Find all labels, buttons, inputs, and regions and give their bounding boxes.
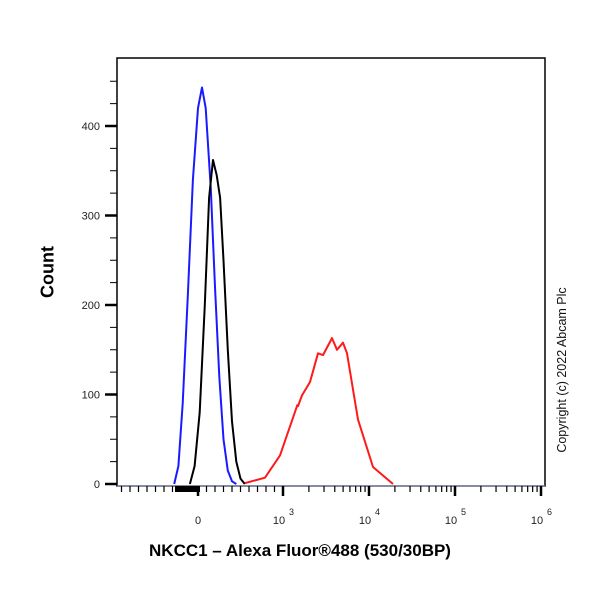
x-tick-exponent: 5 — [461, 507, 466, 517]
x-tick-label: 10 — [359, 515, 371, 527]
x-axis-label: NKCC1 – Alexa Fluor®488 (530/30BP) — [149, 541, 451, 560]
copyright-notice: Copyright (c) 2022 Abcam Plc — [555, 287, 569, 453]
y-axis-label: Count — [37, 246, 58, 298]
histogram-series-1 — [188, 159, 246, 485]
y-tick-label: 400 — [82, 121, 100, 133]
x-tick-label: 0 — [195, 515, 201, 527]
y-tick-label: 200 — [82, 300, 100, 312]
y-tick-label: 100 — [82, 390, 100, 402]
x-tick-label: 10 — [273, 515, 285, 527]
x-tick-label: 10 — [445, 515, 457, 527]
x-tick-label: 10 — [531, 515, 543, 527]
x-tick-exponent: 4 — [375, 507, 380, 517]
x-tick-exponent: 3 — [289, 507, 294, 517]
histogram-series-2 — [244, 337, 394, 485]
y-tick-label: 300 — [82, 211, 100, 223]
histogram-series-0 — [173, 86, 237, 485]
x-dense-ticks — [175, 486, 200, 492]
y-tick-label: 0 — [94, 479, 100, 491]
x-tick-exponent: 6 — [547, 507, 552, 517]
